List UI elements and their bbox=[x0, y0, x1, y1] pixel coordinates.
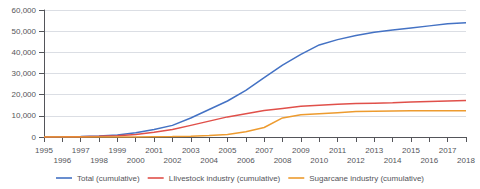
svg-text:2017: 2017 bbox=[439, 146, 457, 155]
svg-text:2015: 2015 bbox=[402, 146, 420, 155]
svg-text:2006: 2006 bbox=[237, 156, 255, 165]
svg-text:2003: 2003 bbox=[182, 146, 200, 155]
svg-text:Total (cumulative): Total (cumulative) bbox=[77, 174, 140, 183]
svg-text:2011: 2011 bbox=[329, 146, 347, 155]
svg-text:LIivestock industry (cumulativ: LIivestock industry (cumulative) bbox=[169, 174, 281, 183]
svg-text:2004: 2004 bbox=[200, 156, 218, 165]
svg-text:2005: 2005 bbox=[219, 146, 237, 155]
svg-text:10,000: 10,000 bbox=[12, 111, 37, 120]
svg-text:2007: 2007 bbox=[255, 146, 273, 155]
svg-text:30,000: 30,000 bbox=[12, 69, 37, 78]
svg-text:20,000: 20,000 bbox=[12, 90, 37, 99]
svg-text:50,000: 50,000 bbox=[12, 27, 37, 36]
svg-text:2002: 2002 bbox=[164, 156, 182, 165]
svg-text:2012: 2012 bbox=[347, 156, 365, 165]
svg-text:2016: 2016 bbox=[420, 156, 438, 165]
svg-text:1996: 1996 bbox=[53, 156, 71, 165]
svg-text:2000: 2000 bbox=[127, 156, 145, 165]
svg-text:0: 0 bbox=[32, 133, 37, 142]
svg-text:40,000: 40,000 bbox=[12, 48, 37, 57]
svg-text:2014: 2014 bbox=[384, 156, 402, 165]
svg-text:2013: 2013 bbox=[365, 146, 383, 155]
svg-text:2001: 2001 bbox=[145, 146, 163, 155]
svg-text:1997: 1997 bbox=[72, 146, 90, 155]
svg-text:2018: 2018 bbox=[457, 156, 475, 165]
svg-text:2009: 2009 bbox=[292, 146, 310, 155]
svg-text:1999: 1999 bbox=[108, 146, 126, 155]
svg-text:1995: 1995 bbox=[35, 146, 53, 155]
svg-text:Sugarcane industry (cumulative: Sugarcane industry (cumulative) bbox=[309, 174, 424, 183]
svg-text:2010: 2010 bbox=[310, 156, 328, 165]
svg-text:2008: 2008 bbox=[274, 156, 292, 165]
svg-text:60,000: 60,000 bbox=[12, 6, 37, 15]
svg-text:1998: 1998 bbox=[90, 156, 108, 165]
